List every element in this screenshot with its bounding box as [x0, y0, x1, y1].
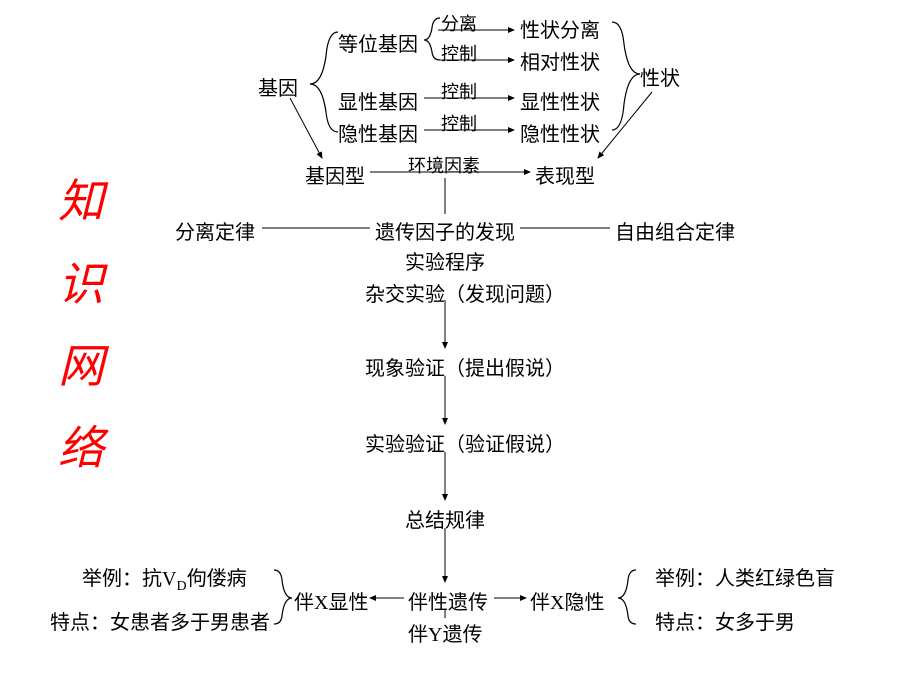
node-x-dominant: 伴X显性	[294, 586, 368, 615]
example-left-post: 佝偻病	[187, 568, 247, 590]
label-control-3: 控制	[441, 110, 477, 136]
node-sex-linked: 伴性遗传	[408, 586, 488, 615]
node-summary: 总结规律	[405, 504, 485, 533]
node-example-right: 举例：人类红绿色盲	[655, 562, 835, 591]
example-left-pre: 举例：抗V	[82, 568, 176, 590]
node-trait-sep: 性状分离	[520, 14, 600, 43]
title-char-3: 网	[58, 330, 104, 396]
title-char-2: 识	[58, 248, 104, 314]
label-control-1: 控制	[441, 40, 477, 66]
node-genotype: 基因型	[305, 160, 365, 189]
node-segregation-law: 分离定律	[175, 216, 255, 245]
node-exp-procedure: 实验程序	[405, 246, 485, 275]
example-left-sub: D	[176, 579, 186, 594]
node-gene: 基因	[258, 72, 298, 101]
node-recessive-trait: 隐性性状	[520, 118, 600, 147]
node-feature-left: 特点：女患者多于男患者	[50, 606, 270, 635]
node-example-left: 举例：抗VD佝偻病	[82, 562, 247, 595]
node-phenomenon-verify: 现象验证（提出假说）	[365, 352, 565, 381]
title-char-1: 知	[58, 165, 104, 231]
node-dominant-trait: 显性性状	[520, 86, 600, 115]
node-y-linked: 伴Y遗传	[408, 618, 482, 647]
title-char-4: 络	[58, 412, 104, 478]
node-dominant-gene: 显性基因	[338, 86, 418, 115]
node-recessive-gene: 隐性基因	[338, 118, 418, 147]
label-env-factor: 环境因素	[408, 152, 480, 178]
node-relative-trait: 相对性状	[520, 46, 600, 75]
node-phenotype: 表现型	[535, 160, 595, 189]
node-exp-verify: 实验验证（验证假说）	[365, 428, 565, 457]
node-trait: 性状	[640, 62, 680, 91]
node-discovery: 遗传因子的发现	[375, 216, 515, 245]
node-feature-right: 特点：女多于男	[655, 606, 795, 635]
node-free-combination: 自由组合定律	[615, 216, 735, 245]
node-hybrid-exp: 杂交实验（发现问题）	[365, 278, 565, 307]
label-control-2: 控制	[441, 78, 477, 104]
label-separation: 分离	[441, 10, 477, 36]
node-allele: 等位基因	[338, 28, 418, 57]
node-x-recessive: 伴X隐性	[530, 586, 604, 615]
